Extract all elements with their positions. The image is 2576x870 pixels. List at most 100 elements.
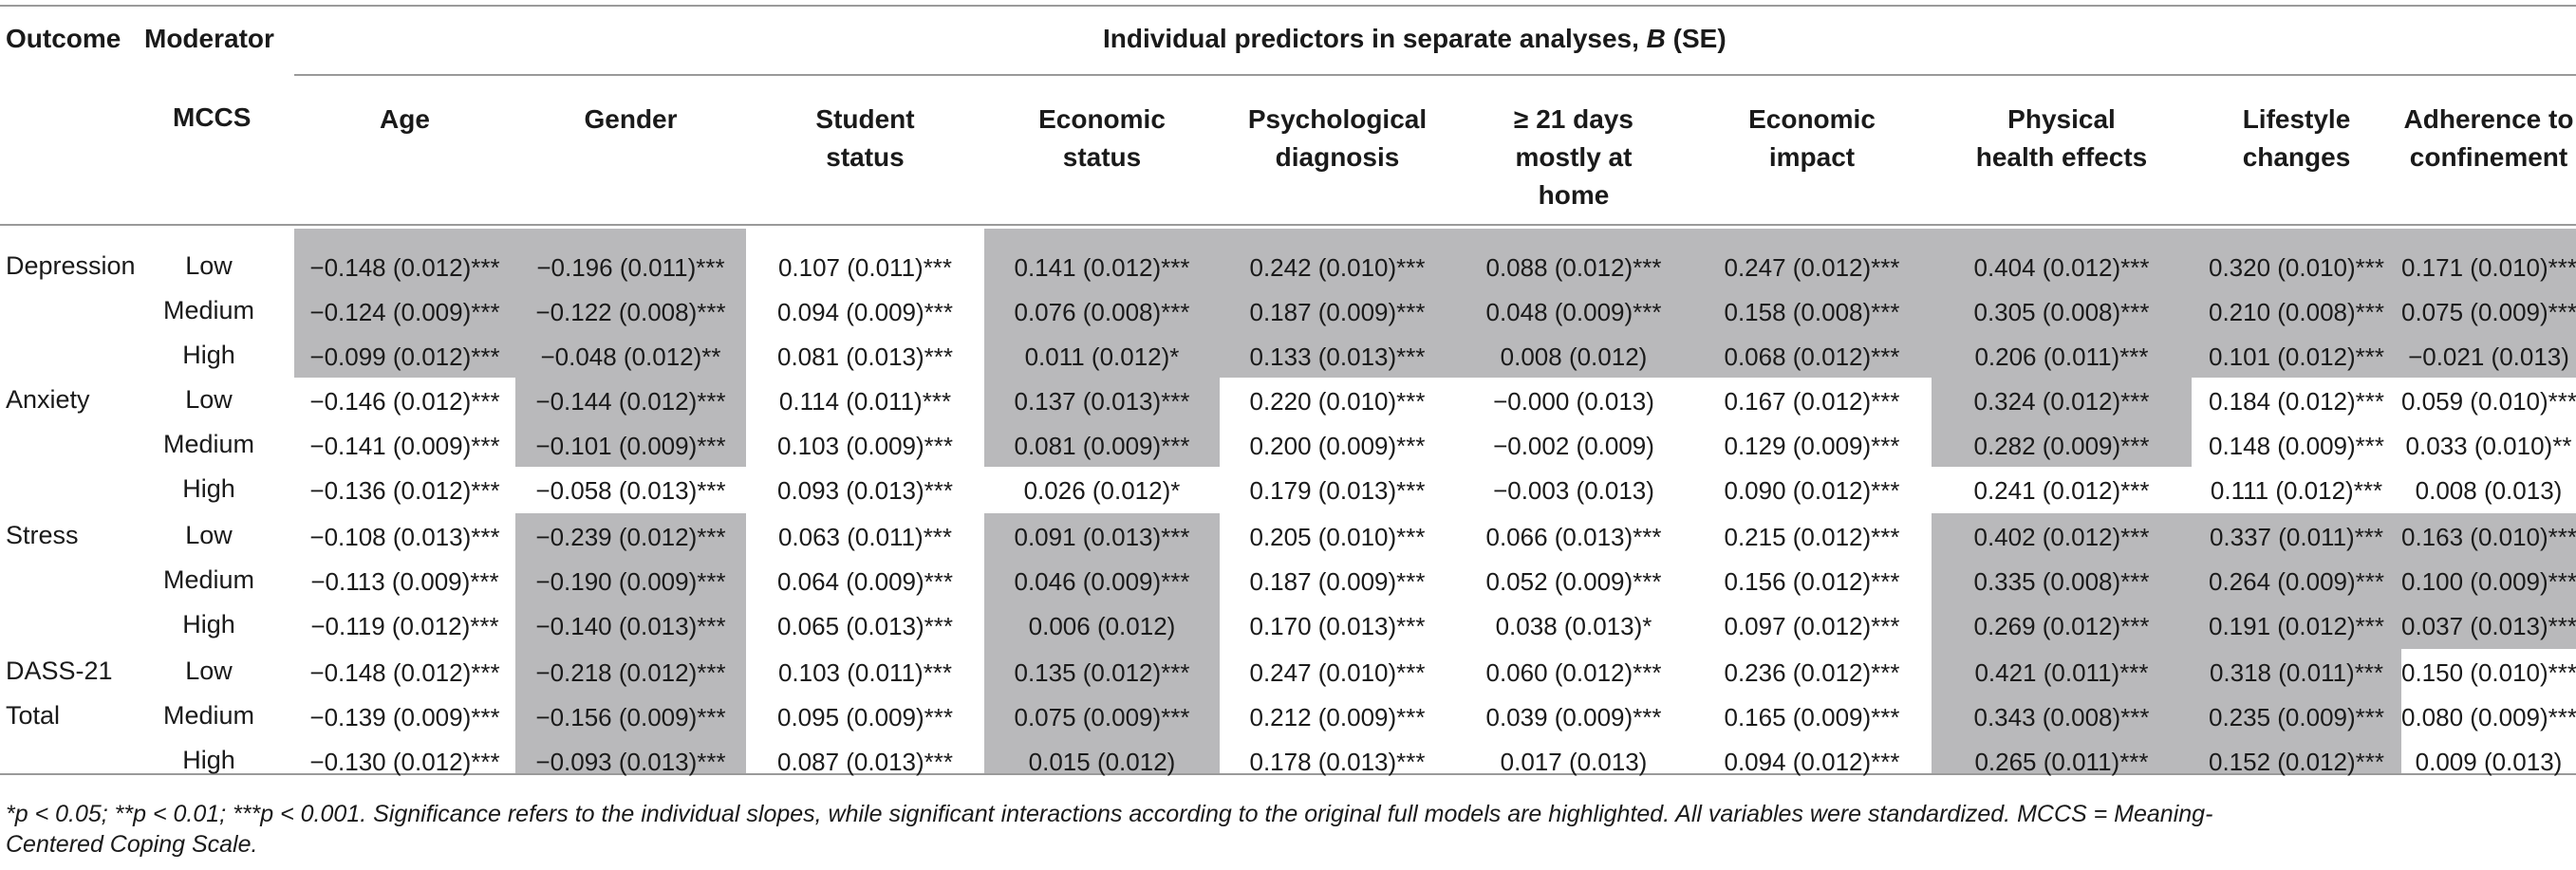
table-cell: 0.075 (0.009)*** <box>1014 703 1190 731</box>
table-cell: 0.282 (0.009)*** <box>1973 432 2150 460</box>
table-cell: 0.178 (0.013)*** <box>1249 748 1426 776</box>
table-cell: 0.421 (0.011)*** <box>1974 658 2149 687</box>
table-cell: 0.235 (0.009)*** <box>2208 703 2385 731</box>
table-cell: 0.335 (0.008)*** <box>1973 567 2150 596</box>
table-cell: −0.122 (0.008)*** <box>535 298 726 326</box>
table-cell: 0.094 (0.009)*** <box>776 298 954 326</box>
table-cell: 0.093 (0.013)*** <box>776 476 954 505</box>
table-cell: 0.212 (0.009)*** <box>1249 703 1426 731</box>
table-cell: 0.111 (0.012)*** <box>2210 476 2383 505</box>
table-cell: 0.066 (0.013)*** <box>1485 523 1662 551</box>
table-cell: −0.144 (0.012)*** <box>535 387 726 416</box>
table-cell: 0.059 (0.010)*** <box>2401 387 2576 416</box>
highlight-cell <box>984 649 1220 773</box>
table-cell: 0.205 (0.010)*** <box>1249 523 1426 551</box>
spanner-suffix: (SE) <box>1665 24 1727 53</box>
highlight-cell <box>984 229 1220 378</box>
table-cell: −0.156 (0.009)*** <box>535 703 726 731</box>
table-cell: 0.404 (0.012)*** <box>1973 253 2150 282</box>
table-cell: 0.048 (0.009)*** <box>1485 298 1662 326</box>
moderator-level: Low <box>185 251 233 280</box>
highlight-cell <box>2192 229 2401 378</box>
table-cell: 0.137 (0.013)*** <box>1014 387 1190 416</box>
table-cell: 0.081 (0.013)*** <box>776 342 954 371</box>
table-cell: 0.171 (0.010)*** <box>2401 253 2576 282</box>
table-cell: 0.103 (0.011)*** <box>777 658 953 687</box>
moderator-header: Moderator <box>144 24 274 53</box>
table-cell: −0.058 (0.013)*** <box>535 476 726 505</box>
highlight-cell <box>515 378 746 467</box>
table-cell: 0.264 (0.009)*** <box>2208 567 2385 596</box>
moderator-level: Medium <box>162 296 255 324</box>
table-cell: 0.320 (0.010)*** <box>2208 253 2385 282</box>
table-cell: 0.068 (0.012)*** <box>1724 342 1900 371</box>
table-cell: −0.148 (0.012)*** <box>309 658 500 687</box>
table-cell: 0.210 (0.008)*** <box>2208 298 2385 326</box>
column-header-adherence-to-confinement: Adherence to confinement <box>2403 104 2574 172</box>
table-cell: 0.215 (0.012)*** <box>1724 523 1900 551</box>
highlight-cell <box>1220 229 1455 378</box>
table-cell: −0.124 (0.009)*** <box>309 298 500 326</box>
table-cell: 0.156 (0.012)*** <box>1724 567 1900 596</box>
table-cell: 0.081 (0.009)*** <box>1014 432 1190 460</box>
table-cell: 0.236 (0.012)*** <box>1724 658 1900 687</box>
table-cell: 0.080 (0.009)*** <box>2401 703 2576 731</box>
table-cell: 0.163 (0.010)*** <box>2401 523 2576 551</box>
mccs-header: MCCS <box>173 102 252 132</box>
table-cell: −0.048 (0.012)** <box>540 342 721 371</box>
spanner-prefix: Individual predictors in separate analys… <box>1103 24 1647 53</box>
table-cell: −0.093 (0.013)*** <box>535 748 726 776</box>
moderator-level: High <box>182 610 235 639</box>
highlight-cell <box>1932 513 2192 649</box>
column-header-economic-status: Economic status <box>1038 104 1166 172</box>
table-cell: 0.052 (0.009)*** <box>1485 567 1662 596</box>
table-cell: 0.150 (0.010)*** <box>2401 658 2576 687</box>
column-header-gte-21-days-mostly-at-home: ≥ 21 days mostly at home <box>1514 104 1633 210</box>
table-cell: 0.076 (0.008)*** <box>1014 298 1190 326</box>
table-cell: −0.099 (0.012)*** <box>309 342 500 371</box>
table-cell: 0.095 (0.009)*** <box>776 703 954 731</box>
table-cell: 0.060 (0.012)*** <box>1485 658 1662 687</box>
moderator-level: Low <box>185 521 233 549</box>
table-cell: −0.119 (0.012)*** <box>310 612 499 640</box>
outcome-label: Stress <box>6 521 79 549</box>
column-header-economic-impact: Economic impact <box>1748 104 1876 172</box>
table-cell: 0.064 (0.009)*** <box>776 567 954 596</box>
highlight-cell <box>1932 649 2192 773</box>
table-cell: 0.038 (0.013)* <box>1495 612 1652 640</box>
moderator-level: Low <box>185 657 233 685</box>
outcome-label: Depression <box>6 251 136 280</box>
highlight-cell <box>984 378 1220 467</box>
table-cell: 0.241 (0.012)*** <box>1973 476 2150 505</box>
table-cell: 0.114 (0.011)*** <box>778 387 952 416</box>
table-cell: 0.191 (0.012)*** <box>2208 612 2385 640</box>
table-cell: −0.130 (0.012)*** <box>309 748 500 776</box>
highlight-cell <box>2401 229 2576 378</box>
table-cell: 0.324 (0.012)*** <box>1973 387 2150 416</box>
table-cell: 0.206 (0.011)*** <box>1974 342 2149 371</box>
column-header-psychological-diagnosis: Psychological diagnosis <box>1247 104 1428 172</box>
table-cell: 0.065 (0.013)*** <box>776 612 954 640</box>
table-cell: 0.402 (0.012)*** <box>1973 523 2150 551</box>
table-cell: 0.046 (0.009)*** <box>1014 567 1190 596</box>
table-cell: −0.196 (0.011)*** <box>536 253 725 282</box>
table-cell: −0.003 (0.013) <box>1493 476 1654 505</box>
table-cell: 0.037 (0.013)*** <box>2401 612 2576 640</box>
table-cell: −0.021 (0.013) <box>2408 342 2569 371</box>
table-cell: 0.017 (0.013) <box>1500 748 1648 776</box>
table-cell: 0.008 (0.013) <box>2415 476 2563 505</box>
highlight-cell <box>2401 513 2576 649</box>
table-cell: 0.097 (0.012)*** <box>1724 612 1900 640</box>
table-cell: 0.094 (0.012)*** <box>1724 748 1900 776</box>
column-header-gender: Gender <box>584 104 678 134</box>
table-cell: 0.107 (0.011)*** <box>777 253 953 282</box>
spanner-rule <box>294 74 2576 76</box>
table-cell: −0.146 (0.012)*** <box>309 387 500 416</box>
outcome-label: DASS-21 Total <box>6 657 113 730</box>
top-rule <box>0 5 2576 7</box>
highlight-cell <box>1455 229 1692 378</box>
table-cell: 0.265 (0.011)*** <box>1974 748 2149 776</box>
table-cell: 0.033 (0.010)** <box>2405 432 2572 460</box>
highlight-cell <box>294 229 515 378</box>
table-cell: 0.101 (0.012)*** <box>2208 342 2385 371</box>
